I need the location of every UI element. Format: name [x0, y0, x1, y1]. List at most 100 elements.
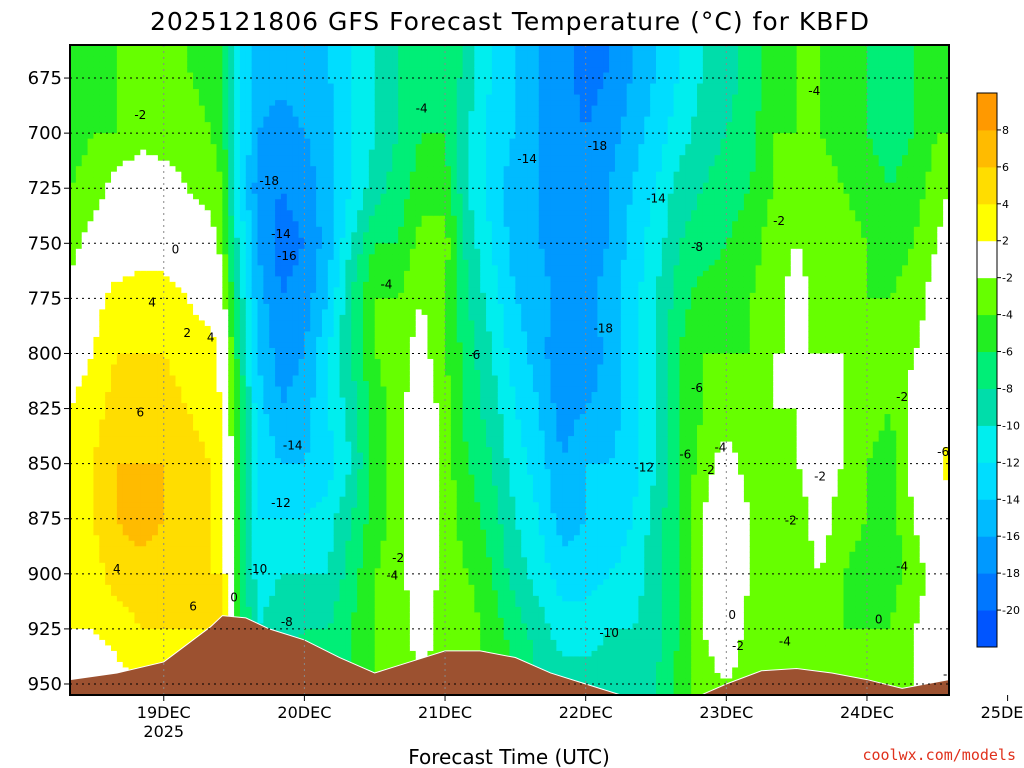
temperature-cell: [111, 430, 118, 437]
temperature-cell: [263, 45, 270, 52]
temperature-cell: [99, 133, 106, 140]
temperature-cell: [134, 336, 141, 344]
temperature-cell: [116, 617, 124, 624]
temperature-cell: [263, 557, 270, 564]
temperature-cell: [111, 661, 118, 669]
temperature-cell: [105, 656, 112, 663]
temperature-cell: [257, 331, 264, 338]
temperature-cell: [152, 397, 159, 404]
temperature-cell: [128, 248, 136, 255]
temperature-cell: [269, 403, 276, 410]
temperature-cell: [181, 452, 188, 459]
temperature-cell: [245, 292, 253, 299]
temperature-cell: [228, 171, 235, 178]
temperature-cell: [257, 540, 264, 547]
temperature-cell: [304, 336, 311, 344]
temperature-cell: [187, 347, 194, 355]
temperature-cell: [310, 100, 317, 107]
temperature-cell: [140, 281, 147, 288]
temperature-cell: [93, 309, 100, 316]
temperature-cell: [70, 149, 77, 156]
temperature-cell: [257, 72, 264, 79]
temperature-cell: [204, 579, 212, 586]
temperature-cell: [134, 67, 141, 74]
temperature-cell: [87, 513, 95, 520]
temperature-cell: [122, 397, 130, 404]
temperature-cell: [239, 309, 247, 316]
temperature-cell: [146, 551, 153, 558]
temperature-cell: [116, 94, 124, 101]
temperature-cell: [280, 485, 288, 492]
temperature-cell: [157, 551, 165, 558]
temperature-cell: [269, 507, 276, 514]
temperature-cell: [93, 562, 100, 569]
temperature-cell: [310, 265, 317, 272]
temperature-cell: [157, 634, 165, 641]
temperature-cell: [122, 287, 130, 294]
temperature-cell: [163, 182, 171, 189]
temperature-cell: [169, 314, 177, 322]
temperature-cell: [263, 540, 270, 547]
temperature-cell: [87, 392, 95, 399]
temperature-cell: [70, 403, 77, 410]
temperature-cell: [175, 276, 182, 283]
temperature-cell: [228, 83, 235, 90]
temperature-cell: [216, 452, 223, 459]
temperature-cell: [140, 419, 147, 426]
temperature-cell: [292, 265, 300, 272]
temperature-cell: [87, 342, 95, 349]
temperature-cell: [99, 248, 106, 255]
temperature-cell: [292, 331, 300, 338]
temperature-cell: [157, 441, 165, 448]
temperature-cell: [75, 441, 83, 448]
temperature-cell: [251, 309, 259, 316]
temperature-cell: [275, 133, 282, 140]
temperature-cell: [99, 149, 106, 156]
temperature-cell: [263, 502, 270, 509]
temperature-cell: [269, 430, 276, 437]
temperature-cell: [304, 276, 311, 283]
temperature-cell: [280, 513, 288, 520]
temperature-cell: [204, 116, 212, 123]
temperature-cell: [222, 447, 229, 454]
temperature-cell: [228, 72, 235, 79]
temperature-cell: [111, 381, 118, 388]
temperature-cell: [316, 171, 323, 178]
temperature-cell: [70, 105, 77, 112]
temperature-cell: [286, 601, 294, 608]
temperature-cell: [87, 100, 95, 107]
temperature-cell: [128, 193, 136, 200]
temperature-cell: [122, 56, 130, 63]
temperature-cell: [181, 430, 188, 437]
temperature-cell: [134, 138, 141, 145]
temperature-cell: [204, 496, 212, 503]
temperature-cell: [228, 287, 235, 294]
temperature-cell: [111, 601, 118, 608]
temperature-cell: [122, 298, 130, 305]
temperature-cell: [146, 182, 153, 189]
temperature-cell: [87, 667, 95, 674]
temperature-cell: [163, 72, 171, 79]
temperature-cell: [134, 204, 141, 211]
temperature-cell: [239, 303, 247, 311]
temperature-cell: [116, 650, 124, 658]
temperature-cell: [163, 138, 171, 145]
temperature-cell: [157, 215, 165, 222]
temperature-cell: [234, 485, 241, 492]
temperature-cell: [70, 237, 77, 244]
temperature-cell: [81, 116, 89, 123]
temperature-cell: [157, 298, 165, 305]
temperature-cell: [157, 144, 165, 151]
temperature-cell: [280, 105, 288, 112]
temperature-cell: [257, 237, 264, 244]
temperature-cell: [122, 573, 130, 580]
temperature-cell: [216, 364, 223, 371]
temperature-cell: [134, 408, 141, 415]
temperature-cell: [298, 127, 305, 134]
temperature-cell: [222, 122, 229, 129]
temperature-cell: [175, 474, 182, 481]
temperature-cell: [105, 628, 112, 636]
temperature-cell: [210, 403, 218, 410]
temperature-cell: [193, 188, 200, 195]
temperature-cell: [193, 177, 200, 184]
